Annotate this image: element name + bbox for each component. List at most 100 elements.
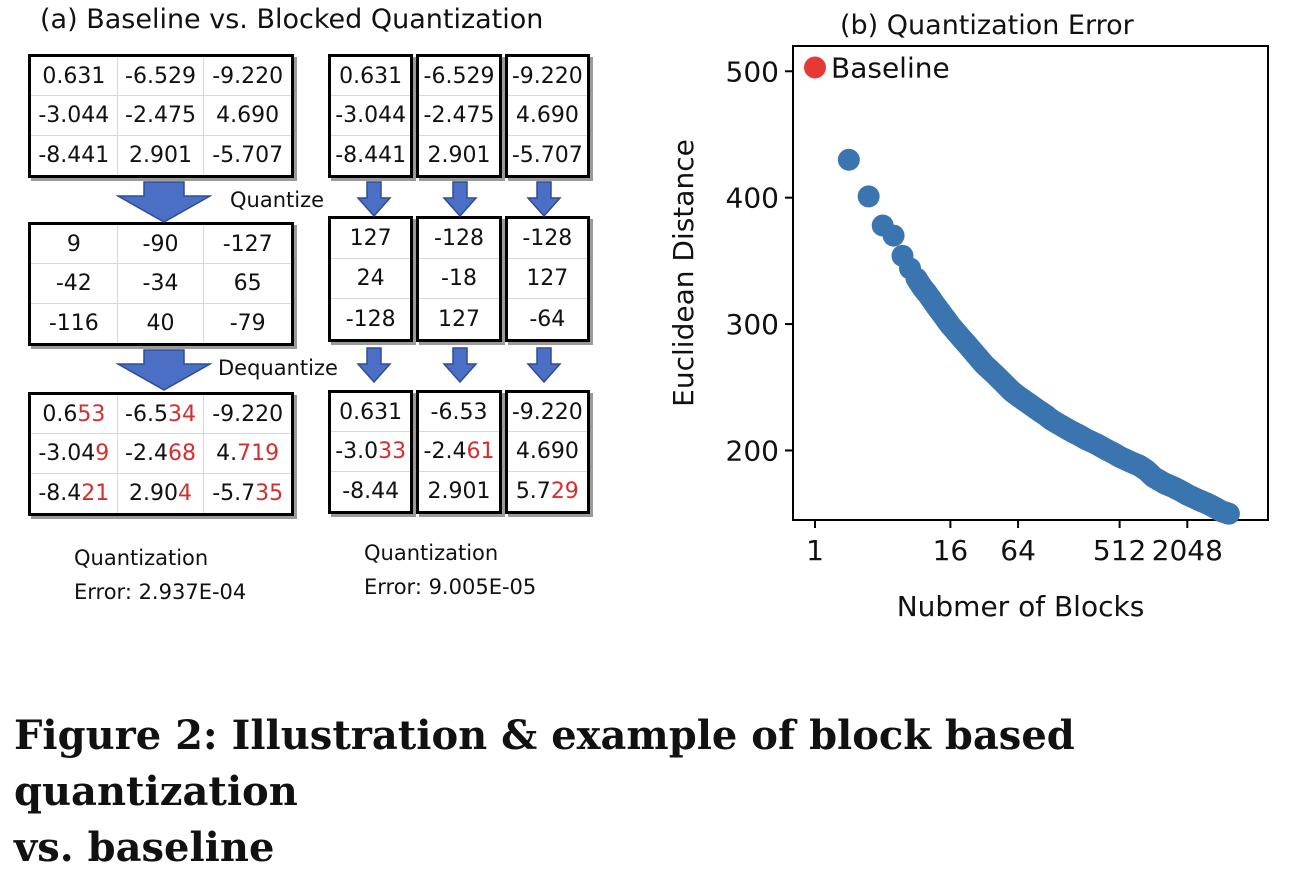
baseline-dequantized-matrix: 0.6 53 -6.5 34 -9.220 -3.04 9 -2.4 68 4. 719 -8.4 21… — [28, 392, 294, 516]
matrix-cell: -79 — [229, 310, 266, 336]
data-point — [837, 148, 860, 171]
cell-value-prefix: 2.901 — [427, 478, 491, 504]
figure-caption: Figure 2: Illustration & example of bloc… — [14, 708, 1294, 876]
matrix-cell: -5.7 35 — [204, 474, 291, 513]
matrix-cell: 9 — [31, 225, 118, 265]
x-tick-label: 512 — [1093, 534, 1146, 567]
blocked-quantized-matrix: 127 24 -128 -128 -18 127 -128 127 -64 — [328, 216, 590, 342]
matrix-cell: -2.475 — [117, 96, 205, 136]
cell-value-prefix: 2.90 — [129, 480, 178, 506]
matrix-cell: -90 — [117, 225, 205, 265]
matrix-cell: -6.5 34 — [117, 395, 205, 435]
caption-line1: Figure 2: Illustration & example of bloc… — [14, 712, 1075, 815]
baseline-point — [804, 56, 826, 79]
cell-error-digits: 61 — [466, 438, 495, 464]
matrix-cell: -18 — [419, 259, 499, 299]
matrix-cell: -9.220 — [507, 393, 587, 433]
baseline-error-label-line1: Quantization — [74, 546, 209, 570]
matrix-cell: 5.7 29 — [508, 472, 587, 511]
matrix-block-column: 0.631 -3.044 -8.441 — [328, 54, 414, 178]
matrix-cell: -8.44 — [331, 472, 410, 511]
matrix-cell: -34 — [117, 264, 205, 304]
matrix-block-column: -6.53 -2.4 61 2.901 — [416, 390, 502, 514]
cell-error-digits: 35 — [255, 480, 284, 506]
matrix-block-column: -6.529 -2.475 2.901 — [416, 54, 502, 178]
cell-error-digits: 21 — [81, 480, 110, 506]
x-tick-label: 2048 — [1152, 534, 1223, 567]
matrix-cell: 0.631 — [331, 393, 411, 433]
cell-value-prefix: -2.4 — [125, 440, 168, 466]
cell-value-prefix: -3.0 — [335, 438, 379, 464]
matrix-cell: 2.901 — [427, 142, 491, 168]
quantize-label: Quantize — [230, 188, 325, 212]
matrix-cell: -3.044 — [31, 96, 118, 136]
cell-value-prefix: -9.220 — [212, 401, 284, 427]
quantize-arrow-icon — [116, 181, 212, 223]
dequantize-arrow-icon — [116, 349, 212, 391]
matrix-cell: -8.441 — [31, 135, 118, 175]
cell-value-prefix: 4. — [216, 440, 238, 466]
matrix-cell: -2.4 61 — [419, 432, 499, 472]
cell-error-digits: 4 — [177, 480, 192, 506]
panel-a-title: (a) Baseline vs. Blocked Quantization — [40, 4, 544, 35]
blocked-original-matrix: 0.631 -3.044 -8.441 -6.529 -2.475 2.901 -9.220… — [328, 54, 590, 178]
matrix-cell: -116 — [31, 303, 118, 343]
y-tick-label: 300 — [726, 308, 779, 341]
y-tick-label: 400 — [726, 182, 779, 215]
data-point — [1215, 502, 1238, 525]
matrix-cell: -9.220 — [204, 395, 291, 435]
x-axis-label: Nubmer of Blocks — [897, 590, 1145, 623]
matrix-cell: -3.04 9 — [31, 434, 118, 474]
baseline-original-matrix: 0.631 -6.529 -9.220 -3.044 -2.475 4.690 -8.441… — [28, 54, 294, 178]
baseline-quantized-matrix: 9 -90 -127 -42 -34 65 -116 40 -79 — [28, 222, 294, 346]
block-arrow-icon — [526, 347, 562, 384]
matrix-cell: 0.631 — [31, 57, 118, 97]
cell-error-digits: 9 — [95, 440, 110, 466]
matrix-cell: 2.90 4 — [118, 473, 205, 513]
plot-frame — [792, 45, 1269, 521]
cell-error-digits: 68 — [167, 440, 196, 466]
matrix-cell: -6.529 — [419, 57, 499, 97]
matrix-cell: 127 — [507, 259, 587, 299]
block-arrow-icon — [442, 181, 478, 218]
dequantize-label: Dequantize — [218, 356, 338, 380]
matrix-cell: -64 — [529, 306, 566, 332]
cell-value-prefix: -2.4 — [423, 438, 467, 464]
blocked-error-label-line2: Error: 9.005E-05 — [364, 575, 537, 599]
matrix-cell: 4.690 — [507, 96, 587, 136]
matrix-cell: -3.0 33 — [331, 432, 411, 472]
data-point — [882, 224, 905, 247]
cell-error-digits: 29 — [550, 478, 579, 504]
matrix-cell: -8.4 21 — [31, 473, 118, 513]
cell-value-prefix: -8.44 — [342, 478, 400, 504]
x-tick-label: 1 — [806, 534, 824, 567]
matrix-cell: 24 — [331, 259, 411, 299]
baseline-error-label-line2: Error: 2.937E-04 — [74, 580, 247, 604]
x-tick-label: 16 — [933, 534, 969, 567]
cell-value-prefix: 0.6 — [42, 401, 78, 427]
cell-value-prefix: -9.220 — [511, 399, 583, 425]
block-arrow-icon — [442, 347, 478, 384]
cell-error-digits: 719 — [237, 440, 280, 466]
blocked-error-label-line1: Quantization — [364, 541, 499, 565]
matrix-cell: 4. 719 — [204, 434, 291, 474]
matrix-block-column: 127 24 -128 — [328, 216, 414, 342]
block-arrow-icon — [356, 181, 392, 218]
matrix-cell: 127 — [331, 219, 411, 259]
matrix-block-column: -128 -18 127 — [416, 216, 502, 342]
matrix-cell: 2.901 — [118, 135, 205, 175]
y-tick-label: 500 — [726, 55, 779, 88]
matrix-cell: 4.690 — [204, 96, 291, 136]
y-axis-label: Euclidean Distance — [667, 139, 700, 407]
cell-value-prefix: 0.631 — [339, 399, 403, 425]
cell-value-prefix: -5.7 — [212, 480, 256, 506]
matrix-cell: 127 — [437, 306, 480, 332]
matrix-cell: -2.4 68 — [117, 434, 205, 474]
caption-line2: vs. baseline — [14, 824, 275, 871]
matrix-block-column: -128 127 -64 — [504, 216, 590, 342]
matrix-cell: -3.044 — [331, 96, 411, 136]
matrix-cell: 4.690 — [507, 432, 587, 472]
matrix-cell: -5.707 — [511, 142, 583, 168]
cell-value-prefix: -6.5 — [125, 401, 168, 427]
